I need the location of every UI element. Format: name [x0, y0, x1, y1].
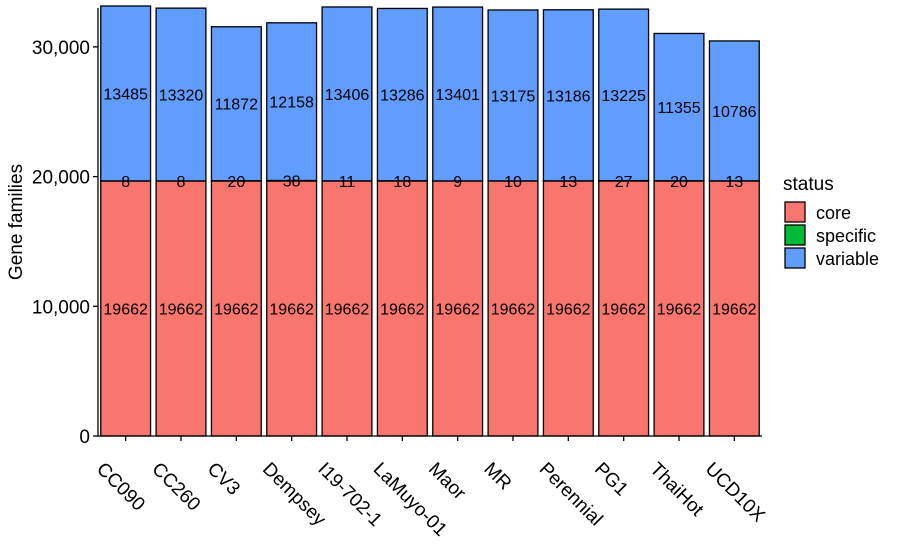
bar-variable-UCD10X: [708, 40, 760, 182]
bar-variable-CC260: [155, 7, 207, 182]
legend: status core specific variable: [783, 174, 879, 269]
legend-swatch-variable: [784, 247, 806, 269]
data-label-specific-ThaiHot: 20: [670, 174, 688, 191]
data-label-core-Perennial: 19662: [546, 301, 591, 318]
data-label-variable-I19-702-1: 13406: [325, 87, 370, 104]
data-label-specific-CC090: 8: [121, 174, 130, 191]
bar-variable-Maor: [432, 6, 484, 182]
bar-variable-I19-702-1: [321, 6, 373, 182]
bar-variable-Perennial: [542, 9, 594, 182]
data-label-variable-CV3: 11872: [215, 97, 258, 114]
bar-core-I19-702-1: [321, 180, 373, 437]
data-label-core-I19-702-1: 19662: [325, 301, 370, 318]
y-axis-title: Gene families: [6, 164, 27, 280]
data-label-variable-PG1: 13225: [601, 88, 646, 105]
data-label-variable-CC090: 13485: [103, 86, 148, 103]
bar-variable-CC090: [100, 5, 152, 182]
legend-label-variable: variable: [816, 249, 879, 269]
bar-variable-PG1: [598, 8, 650, 182]
bar-variable-Dempsey: [266, 22, 318, 182]
y-tick-label-0: 0: [79, 427, 90, 448]
data-label-core-CC090: 19662: [103, 301, 148, 318]
data-label-specific-CC260: 8: [177, 174, 186, 191]
y-tick-label-20000: 20,000: [32, 168, 90, 189]
data-label-variable-UCD10X: 10786: [712, 104, 757, 121]
data-label-core-CC260: 19662: [159, 301, 204, 318]
bar-core-Maor: [432, 180, 484, 437]
data-label-specific-UCD10X: 13: [725, 174, 743, 191]
data-label-variable-ThaiHot: 11355: [657, 100, 700, 117]
bar-core-LaMuyo-01: [376, 180, 428, 437]
bar-variable-ThaiHot: [653, 32, 705, 182]
legend-label-specific: specific: [816, 226, 876, 246]
data-label-core-Maor: 19662: [435, 301, 480, 318]
data-label-variable-MR: 13175: [491, 88, 536, 105]
data-label-variable-CC260: 13320: [159, 88, 204, 105]
bars-layer: [100, 5, 760, 437]
data-labels-layer: 19662 8 13485 19662 8 13320 19662 20 11872 19662 3…: [103, 86, 756, 318]
x-tick-label-ThaiHot: ThaiHot: [645, 459, 707, 521]
data-label-core-MR: 19662: [491, 301, 536, 318]
bar-core-PG1: [598, 180, 650, 437]
data-label-specific-PG1: 27: [615, 174, 633, 191]
data-label-core-UCD10X: 19662: [712, 301, 757, 318]
legend-swatch-specific: [784, 224, 806, 246]
x-tick-label-CV3: CV3: [203, 459, 244, 500]
y-tick-label-10000: 10,000: [32, 297, 90, 318]
bar-core-ThaiHot: [653, 180, 705, 437]
legend-label-core: core: [816, 203, 851, 223]
data-label-core-Dempsey: 19662: [269, 301, 314, 318]
bar-core-MR: [487, 180, 539, 437]
data-label-variable-Perennial: 13186: [546, 88, 591, 105]
data-label-core-PG1: 19662: [601, 301, 646, 318]
y-tick-label-30000: 30,000: [32, 38, 90, 59]
data-label-variable-Dempsey: 12158: [269, 95, 314, 112]
data-label-core-CV3: 19662: [214, 301, 259, 318]
data-label-specific-Maor: 9: [453, 174, 462, 191]
data-label-variable-Maor: 13401: [435, 87, 480, 104]
data-label-core-ThaiHot: 19662: [657, 301, 702, 318]
data-label-specific-I19-702-1: 11: [339, 174, 356, 191]
bar-core-CC090: [100, 180, 152, 437]
data-label-specific-LaMuyo-01: 18: [393, 174, 411, 191]
data-label-specific-CV3: 20: [227, 174, 245, 191]
bar-core-UCD10X: [708, 180, 760, 437]
bar-core-CC260: [155, 180, 207, 437]
x-tick-label-CC260: CC260: [147, 459, 204, 516]
data-label-core-LaMuyo-01: 19662: [380, 301, 425, 318]
x-tick-label-UCD10X: UCD10X: [701, 459, 769, 527]
x-tick-label-CC090: CC090: [92, 459, 149, 516]
data-label-variable-LaMuyo-01: 13286: [380, 88, 425, 105]
bar-variable-MR: [487, 9, 539, 182]
x-tick-label-PG1: PG1: [590, 459, 632, 501]
bar-core-Dempsey: [266, 180, 318, 437]
data-label-specific-MR: 10: [504, 174, 522, 191]
legend-title: status: [783, 174, 834, 195]
bar-variable-LaMuyo-01: [376, 7, 428, 182]
data-label-specific-Perennial: 13: [559, 174, 577, 191]
legend-swatch-core: [784, 201, 806, 223]
bar-variable-CV3: [210, 26, 262, 182]
x-tick-label-MR: MR: [479, 459, 515, 495]
bar-core-Perennial: [542, 180, 594, 437]
data-label-specific-Dempsey: 38: [283, 174, 301, 191]
x-tick-label-Maor: Maor: [424, 459, 470, 505]
